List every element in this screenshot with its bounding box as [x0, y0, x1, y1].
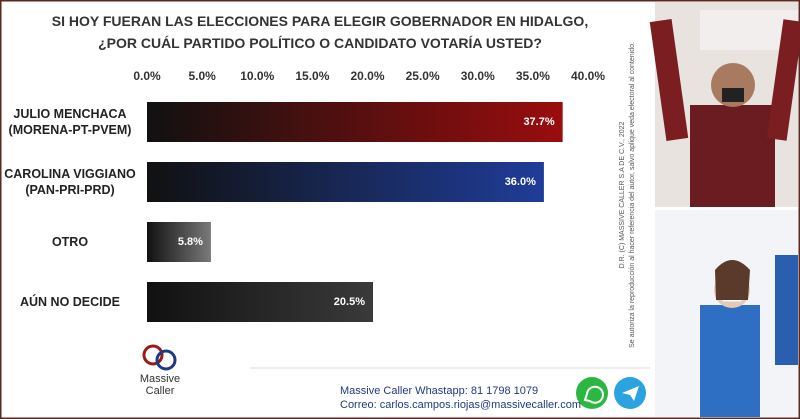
x-tick-label: 5.0%	[188, 69, 216, 83]
bar	[147, 222, 211, 262]
x-tick-label: 15.0%	[295, 69, 329, 83]
category-label: JULIO MENCHACA (MORENA-PT-PVEM)	[8, 107, 132, 137]
bar	[147, 162, 544, 202]
category-label: OTRO	[51, 235, 89, 249]
bar	[147, 102, 563, 142]
value-label: 36.0%	[505, 176, 536, 188]
credit: Se autoriza la reproducción al hacer ref…	[629, 42, 636, 348]
photo-top	[649, 2, 800, 207]
photo-bottom	[655, 210, 798, 417]
value-label: 37.7%	[523, 116, 554, 128]
telegram-glyph	[622, 386, 639, 401]
x-tick-label: 40.0%	[571, 69, 605, 83]
bar	[147, 282, 374, 322]
value-label: 20.5%	[334, 296, 365, 308]
x-tick-label: 0.0%	[133, 69, 161, 83]
category-label: AÚN NO DECIDE	[19, 295, 120, 309]
whatsapp-glyph	[583, 385, 604, 404]
x-tick-label: 35.0%	[516, 69, 550, 83]
footer-email: Correo: carlos.campos.riojas@massivecall…	[340, 399, 582, 411]
credit: D.R. (C) MASSIVE CALLER S.A DE C.V., 202…	[619, 121, 626, 268]
value-label: 5.8%	[178, 236, 203, 248]
chart-title: SI HOY FUERAN LAS ELECCIONES PARA ELEGIR…	[51, 13, 589, 51]
category-label: CAROLINA VIGGIANO (PAN-PRI-PRD)	[4, 167, 136, 197]
x-tick-label: 20.0%	[350, 69, 384, 83]
footer-phone: Massive Caller Whastapp: 81 1798 1079	[340, 385, 539, 397]
x-tick-label: 25.0%	[406, 69, 440, 83]
logo-text: Massive Caller	[139, 373, 181, 397]
x-tick-label: 30.0%	[461, 69, 495, 83]
logo-icon	[142, 344, 177, 371]
x-tick-label: 10.0%	[240, 69, 274, 83]
